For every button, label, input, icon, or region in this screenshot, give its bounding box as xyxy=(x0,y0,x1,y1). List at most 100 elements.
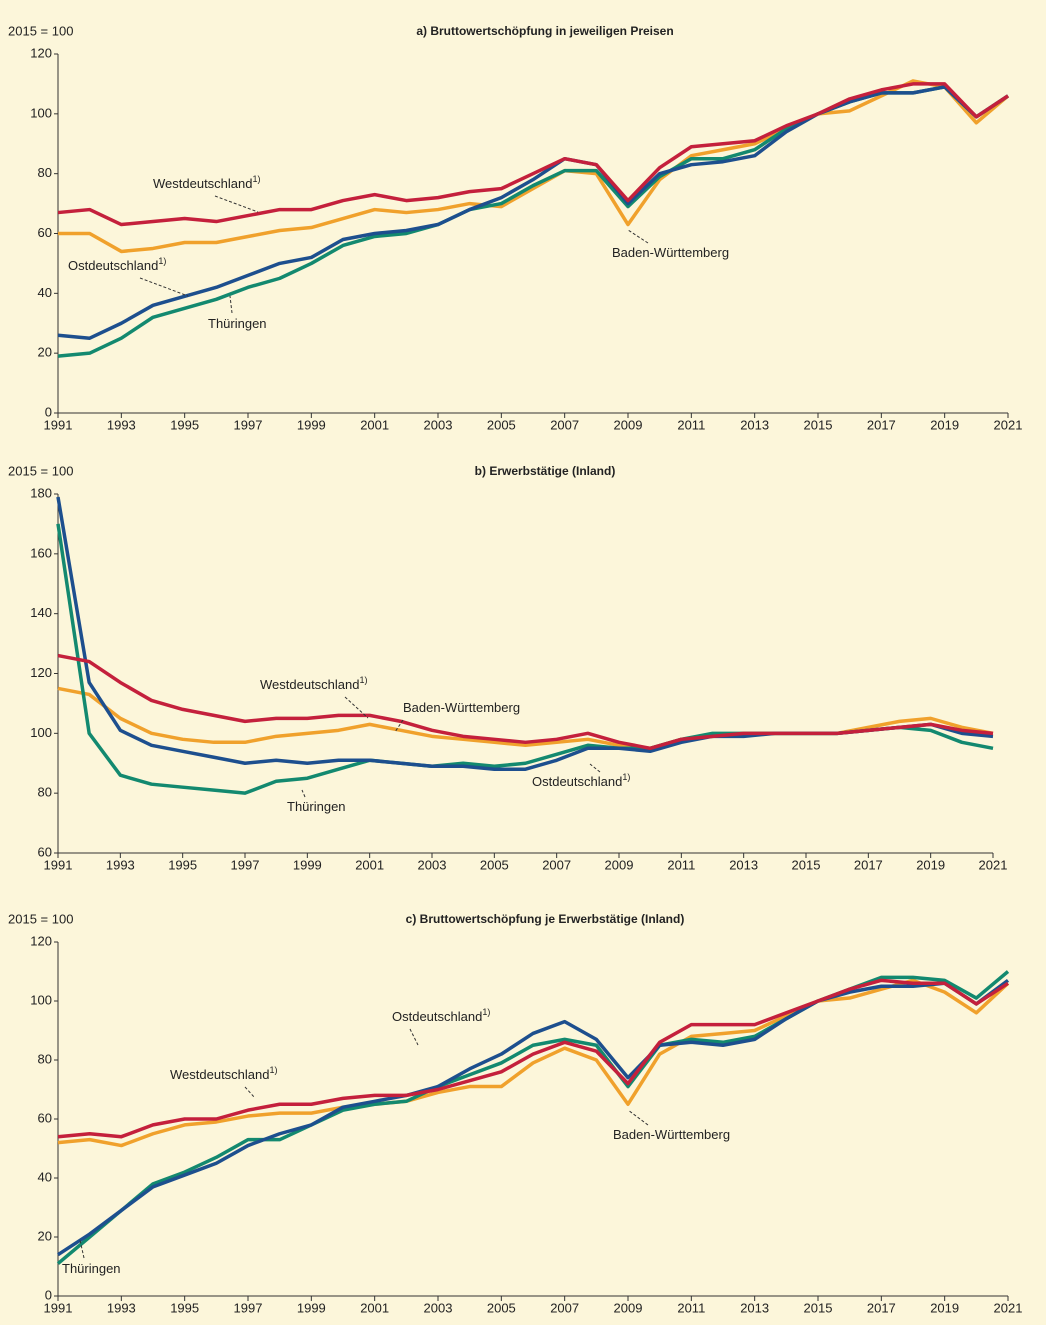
series-label: Baden-Württemberg xyxy=(612,245,729,260)
x-tick-label: 1999 xyxy=(293,857,322,872)
y-tick-label: 40 xyxy=(38,1169,52,1184)
x-tick-label: 2009 xyxy=(605,857,634,872)
x-tick-label: 2015 xyxy=(804,1300,833,1315)
x-tick-label: 2021 xyxy=(994,1300,1023,1315)
series-name: Baden-Württemberg xyxy=(403,700,520,715)
leader-line xyxy=(244,1086,256,1099)
x-tick-label: 2021 xyxy=(994,417,1023,432)
series-name: Thüringen xyxy=(208,316,267,331)
x-tick-label: 1991 xyxy=(44,417,73,432)
y-tick-label: 0 xyxy=(45,1287,52,1302)
series-line xyxy=(57,978,1010,1148)
leader-line xyxy=(409,1028,419,1046)
x-tick-label: 2013 xyxy=(740,417,769,432)
x-tick-label: 1999 xyxy=(297,417,326,432)
x-tick-label: 2015 xyxy=(792,857,821,872)
series-label: Westdeutschland1) xyxy=(170,1065,278,1082)
x-tick-label: 2019 xyxy=(930,1300,959,1315)
series-line xyxy=(57,978,1010,1257)
series-line xyxy=(57,653,994,751)
x-tick-label: 2003 xyxy=(424,1300,453,1315)
series-line xyxy=(56,496,994,771)
series-label: Thüringen xyxy=(287,799,346,814)
y-tick-label: 80 xyxy=(38,785,52,800)
y-tick-label: 40 xyxy=(38,285,52,300)
y-tick-label: 160 xyxy=(30,545,52,560)
x-tick-label: 1993 xyxy=(107,1300,136,1315)
x-tick-label: 1995 xyxy=(170,417,199,432)
x-tick-label: 2003 xyxy=(424,417,453,432)
leader-line xyxy=(627,229,649,244)
y-axis-label: 2015 = 100 xyxy=(8,23,73,38)
series-name: Thüringen xyxy=(287,799,346,814)
leader-line xyxy=(79,1239,85,1259)
x-tick-label: 2001 xyxy=(360,1300,389,1315)
series-name: Westdeutschland xyxy=(170,1067,270,1082)
y-tick-label: 120 xyxy=(30,665,52,680)
chart-title: b) Erwerbstätige (Inland) xyxy=(475,464,616,478)
series-label: Ostdeutschland1) xyxy=(68,256,166,273)
x-tick-label: 2011 xyxy=(667,857,695,872)
x-tick-label: 2015 xyxy=(804,417,833,432)
x-tick-label: 2017 xyxy=(867,1300,896,1315)
y-tick-label: 120 xyxy=(30,45,52,60)
leader-line xyxy=(301,789,306,798)
y-tick-label: 120 xyxy=(30,933,52,948)
x-tick-label: 2013 xyxy=(729,857,758,872)
y-tick-label: 140 xyxy=(30,605,52,620)
series-name: Ostdeutschland xyxy=(392,1009,482,1024)
y-tick-label: 20 xyxy=(38,1228,52,1243)
series-label: Westdeutschland1) xyxy=(153,174,261,191)
x-tick-label: 2013 xyxy=(740,1300,769,1315)
x-tick-label: 1991 xyxy=(44,857,73,872)
x-tick-label: 1991 xyxy=(44,1300,73,1315)
y-tick-label: 180 xyxy=(30,485,52,500)
series-line xyxy=(58,79,1010,254)
x-tick-label: 1997 xyxy=(234,417,263,432)
series-note: 1) xyxy=(253,174,261,184)
y-tick-label: 80 xyxy=(38,1051,52,1066)
series-name: Thüringen xyxy=(62,1261,121,1276)
y-tick-label: 60 xyxy=(38,225,52,240)
x-tick-label: 2005 xyxy=(487,417,516,432)
leader-line xyxy=(344,696,369,719)
series-label: Thüringen xyxy=(62,1261,121,1276)
series-label: Ostdeutschland1) xyxy=(392,1007,490,1024)
series-note: 1) xyxy=(482,1007,490,1017)
x-tick-label: 2009 xyxy=(614,1300,643,1315)
x-tick-label: 1997 xyxy=(231,857,260,872)
series-label: Thüringen xyxy=(208,316,267,331)
x-tick-label: 2001 xyxy=(360,417,389,432)
x-tick-label: 1993 xyxy=(106,857,135,872)
series-label: Ostdeutschland1) xyxy=(532,772,630,789)
series-note: 1) xyxy=(622,772,630,782)
x-tick-label: 1993 xyxy=(107,417,136,432)
y-tick-label: 20 xyxy=(38,345,52,360)
y-tick-label: 100 xyxy=(30,992,52,1007)
x-tick-label: 2017 xyxy=(854,857,883,872)
x-tick-label: 2003 xyxy=(418,857,447,872)
leader-line xyxy=(589,763,601,773)
series-name: Ostdeutschland xyxy=(532,774,622,789)
y-tick-label: 0 xyxy=(45,404,52,419)
leader-line xyxy=(229,295,233,314)
x-tick-label: 2021 xyxy=(979,857,1008,872)
y-axis-label: 2015 = 100 xyxy=(8,911,73,926)
series-note: 1) xyxy=(158,256,166,266)
series-line xyxy=(57,82,1009,227)
x-tick-label: 2005 xyxy=(487,1300,516,1315)
y-tick-label: 80 xyxy=(38,165,52,180)
leader-line xyxy=(627,1109,649,1126)
x-tick-label: 1995 xyxy=(170,1300,199,1315)
x-tick-label: 1997 xyxy=(234,1300,263,1315)
x-tick-label: 1999 xyxy=(297,1300,326,1315)
y-tick-label: 100 xyxy=(30,105,52,120)
series-name: Baden-Württemberg xyxy=(613,1127,730,1142)
x-tick-label: 2005 xyxy=(480,857,509,872)
x-tick-label: 2001 xyxy=(355,857,384,872)
leader-line xyxy=(139,277,189,297)
x-tick-label: 2007 xyxy=(550,417,579,432)
series-line xyxy=(57,978,1009,1139)
series-note: 1) xyxy=(270,1065,278,1075)
chart-title: a) Bruttowertschöpfung in jeweiligen Pre… xyxy=(416,24,673,38)
